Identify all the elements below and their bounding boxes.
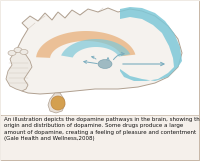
Polygon shape [61, 39, 130, 57]
Polygon shape [48, 93, 65, 113]
Ellipse shape [51, 96, 65, 110]
Bar [1, 116, 199, 160]
Polygon shape [6, 51, 32, 91]
Ellipse shape [98, 60, 112, 68]
Ellipse shape [14, 47, 22, 52]
Polygon shape [120, 7, 182, 81]
Text: An illustration depicts the dopamine pathways in the brain, showing the
origin a: An illustration depicts the dopamine pat… [4, 117, 200, 141]
Ellipse shape [20, 49, 28, 55]
Bar [1, 1, 199, 115]
Ellipse shape [8, 51, 16, 56]
Polygon shape [36, 31, 135, 58]
Polygon shape [14, 8, 182, 94]
